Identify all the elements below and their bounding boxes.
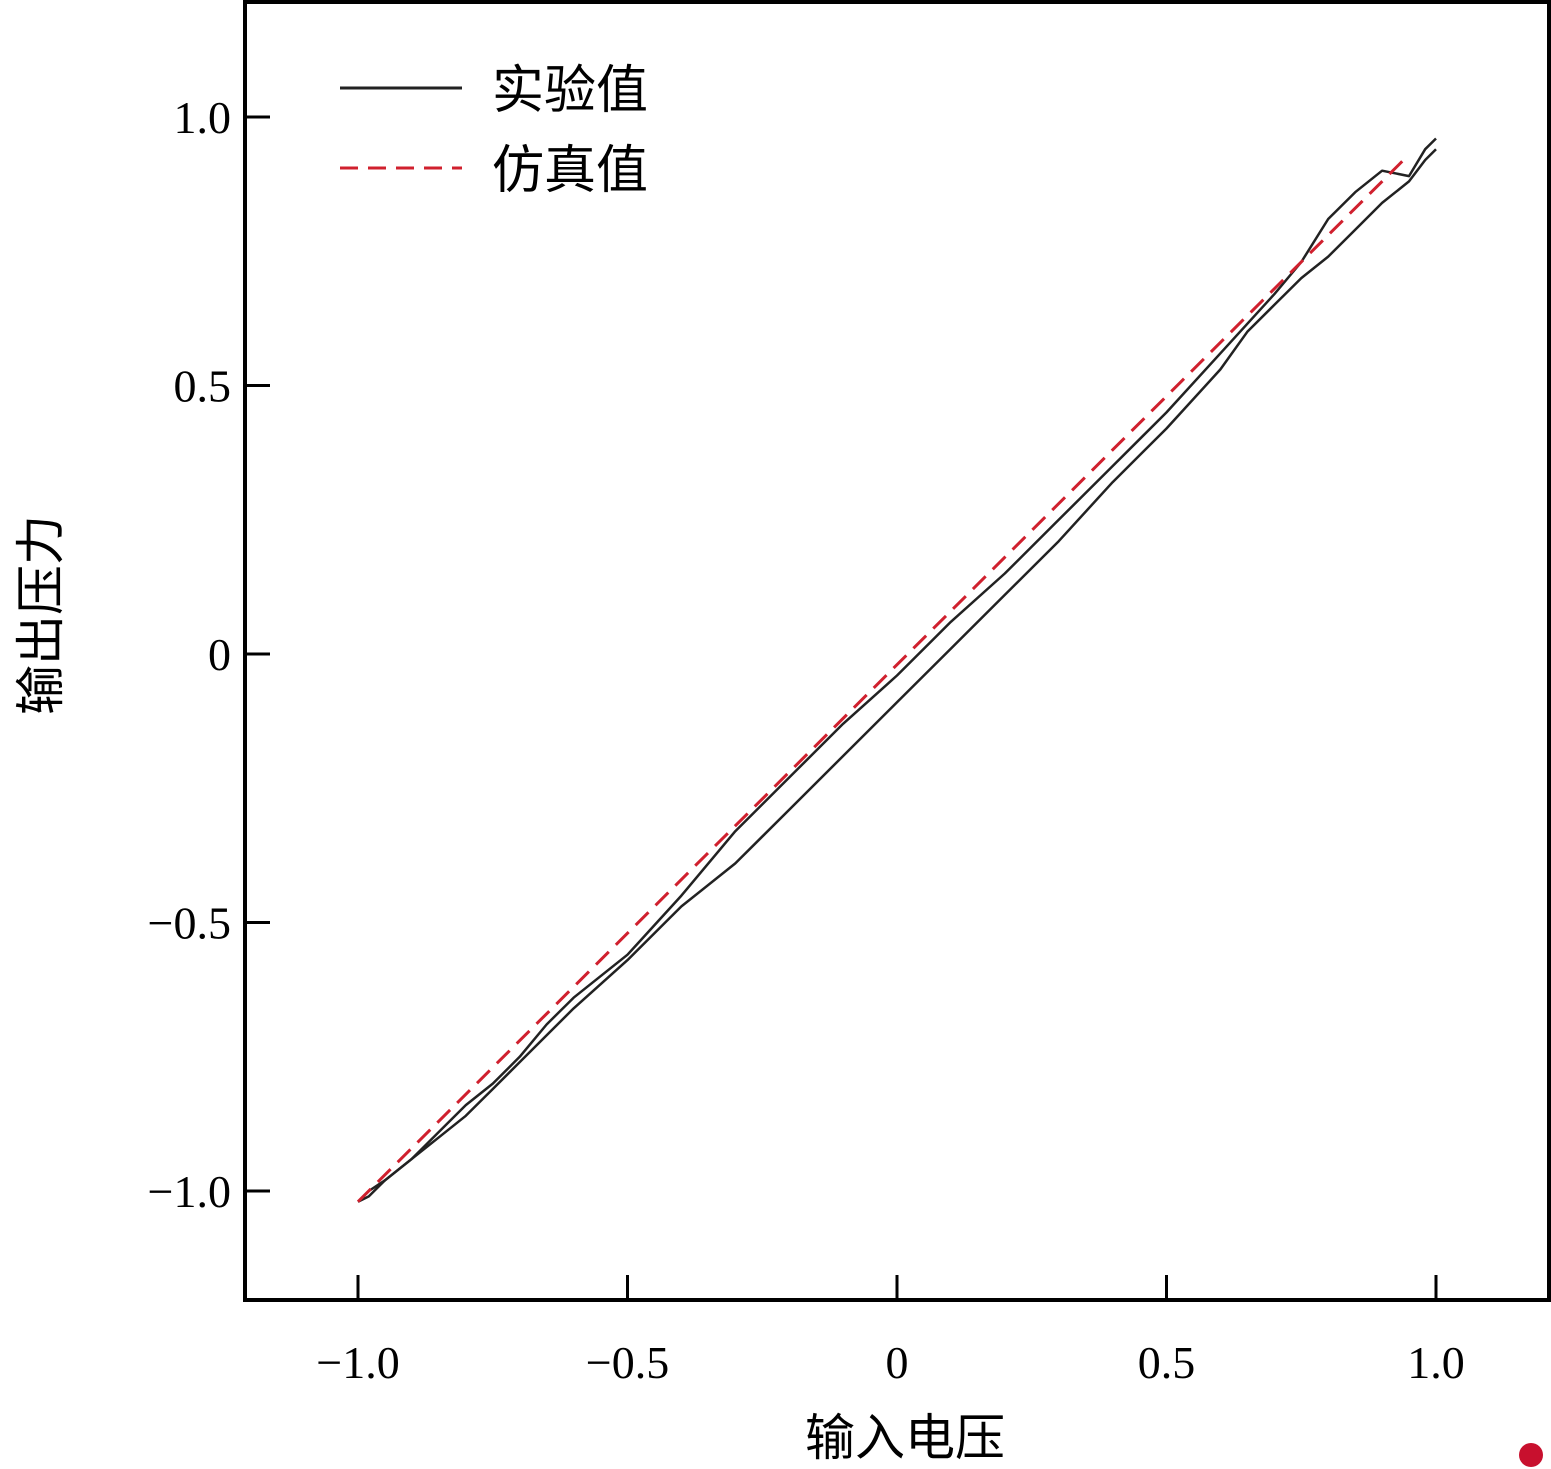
x-tick-label: −0.5	[586, 1337, 669, 1388]
x-tick-label: 1.0	[1407, 1337, 1465, 1388]
y-tick-label: 0.5	[174, 361, 232, 412]
y-tick-label: −0.5	[148, 898, 231, 949]
y-tick-label: 0	[208, 629, 231, 680]
y-tick-label: −1.0	[148, 1166, 231, 1217]
x-tick-label: −1.0	[316, 1337, 399, 1388]
legend-label-simulation: 仿真值	[492, 141, 648, 201]
x-axis-ticks	[356, 1275, 1438, 1300]
legend: 实验值 仿真值	[340, 61, 648, 201]
y-tick-label: 1.0	[174, 92, 232, 143]
experimental-series-line-upper	[357, 137, 1437, 1203]
x-axis-tick-labels: −1.0 −0.5 0 0.5 1.0	[316, 1337, 1464, 1388]
y-axis-label: 输出压力	[12, 515, 70, 715]
x-tick-label: 0.5	[1138, 1337, 1196, 1388]
y-axis-ticks	[245, 115, 270, 1193]
plot-frame	[243, 0, 1551, 1302]
experimental-series-line-lower	[357, 148, 1437, 1203]
simulation-series-line	[356, 153, 1411, 1203]
legend-label-experimental: 实验值	[492, 61, 648, 121]
x-axis-label: 输入电压	[805, 1409, 1005, 1467]
x-tick-label: 0	[886, 1337, 909, 1388]
y-axis-tick-labels: −1.0 −0.5 0 0.5 1.0	[148, 92, 231, 1217]
series-layer	[356, 137, 1437, 1203]
watermark-logo-icon	[1519, 1443, 1543, 1467]
publisher-watermark	[1519, 1443, 1543, 1467]
